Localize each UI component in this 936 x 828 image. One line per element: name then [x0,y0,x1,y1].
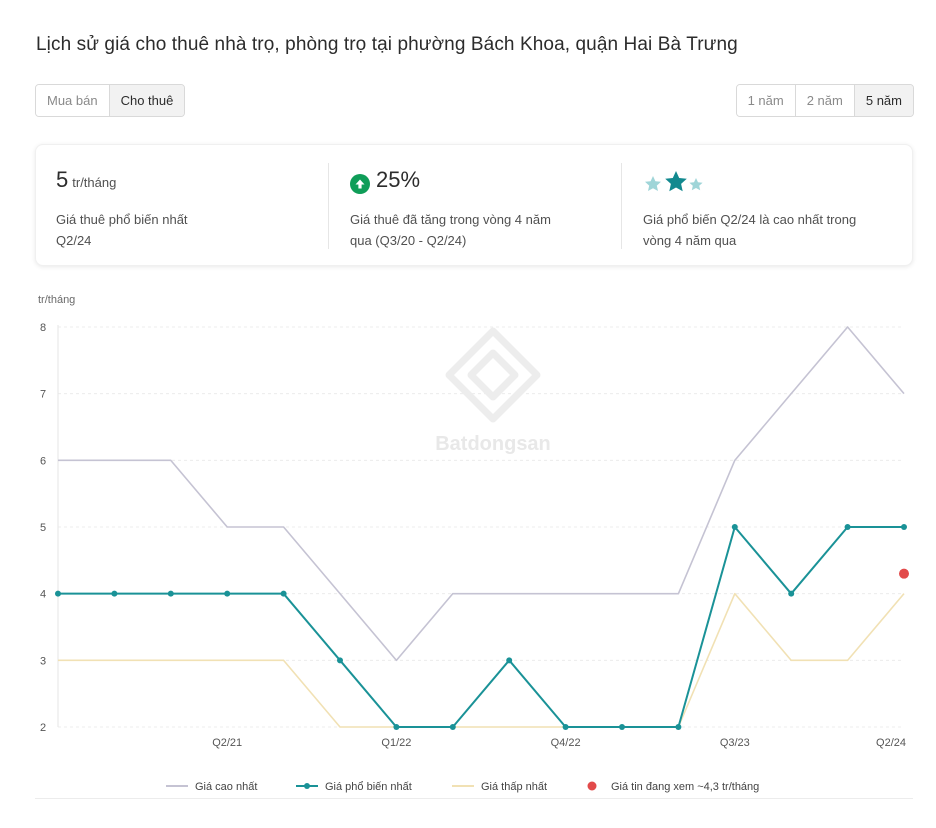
series-line [58,526,904,728]
legend: Giá cao nhất Giá phổ biến nhất Giá thấp nh… [166,781,759,793]
price-history-chart: tr/tháng 2 3 4 5 6 7 8 Batdongsan Q2/21 Q1/22 Q4… [38,294,909,793]
data-point [562,724,569,730]
y-axis-unit: tr/tháng [38,294,75,306]
star-small-right-icon [689,178,703,191]
current-listing-point [899,568,909,579]
tab-rent[interactable]: Cho thuê [109,85,185,116]
watermark: Batdongsan [435,327,551,455]
x-tick-label: Q2/21 [212,737,242,749]
data-point [731,524,738,530]
x-tick-label: Q4/22 [551,737,581,749]
arrow-up-circle-icon [350,174,370,194]
stat-price-rank: Giá phổ biến Q2/24 là cao nhất trong vòn… [643,145,903,265]
stat-price-change: 25% Giá thuê đã tăng trong vòng 4 năm qu… [350,145,620,265]
x-axis: Q2/21 Q1/22 Q4/22 Q3/23 Q2/24 [212,737,906,749]
y-tick-label: 5 [40,522,46,534]
y-axis: 2 3 4 5 6 7 8 [40,322,46,734]
star-small-left-icon [645,176,661,191]
y-tick-label: 4 [40,589,46,601]
legend-swatch-dot [304,783,310,789]
price-change-period: qua (Q3/20 - Q2/24) [350,233,467,248]
legend-label: Giá thấp nhất [481,781,547,793]
data-point [449,724,456,730]
series-line [58,592,905,728]
data-point [506,657,513,664]
y-tick-label: 2 [40,722,46,734]
stats-card: 5 tr/tháng Giá thuê phổ biến nhất Q2/24 … [35,144,913,266]
x-tick-label: Q1/22 [381,737,411,749]
data-point [111,590,118,597]
popular-price-label: Giá thuê phổ biến nhất [56,212,188,227]
transaction-type-tabs: Mua bán Cho thuê [35,84,186,117]
data-point [280,590,287,597]
x-tick-label: Q3/23 [720,737,750,749]
data-point [167,590,174,597]
tab-1-year[interactable]: 1 năm [736,85,796,116]
time-range-tabs: 1 năm 2 năm 5 năm [735,84,914,117]
price-change-label: Giá thuê đã tăng trong vòng 4 năm [350,212,551,227]
watermark-text: Batdongsan [435,433,551,455]
legend-item: Giá thấp nhất [452,781,547,793]
watermark-logo-icon [445,327,541,423]
legend-item: Giá phổ biến nhất [296,781,412,793]
data-point [788,590,795,597]
stat-popular-price: 5 tr/tháng Giá thuê phổ biến nhất Q2/24 [56,145,326,265]
data-point [337,657,343,664]
tab-buy-sell[interactable]: Mua bán [36,85,110,116]
tab-2-years[interactable]: 2 năm [795,85,855,116]
data-point [224,590,231,597]
price-rank-period: vòng 4 năm qua [643,233,737,248]
data-point [844,524,851,530]
y-tick-label: 6 [40,455,46,467]
y-tick-label: 7 [40,389,46,401]
y-tick-label: 3 [40,655,46,667]
series [55,326,909,730]
price-rank-label: Giá phổ biến Q2/24 là cao nhất trong [643,212,857,227]
legend-swatch-dot [587,781,597,791]
star-large-icon [665,171,687,192]
x-tick-label: Q2/24 [876,737,906,749]
tab-5-years[interactable]: 5 năm [854,85,913,116]
data-point [901,524,907,530]
stars-icon [643,169,705,195]
y-tick-label: 8 [40,322,46,334]
popular-price-period: Q2/24 [56,233,92,248]
page-title: Lịch sử giá cho thuê nhà trọ, phòng trọ … [36,34,738,55]
data-point [393,724,400,730]
popular-price-unit: tr/tháng [72,175,117,190]
section-divider [35,798,913,799]
data-point [675,724,682,730]
legend-item: Giá cao nhất [166,781,257,793]
series-line [58,326,905,662]
legend-label: Giá phổ biến nhất [325,781,412,793]
stats-divider [621,163,622,249]
stats-divider [328,163,329,249]
price-change-value: 25% [376,167,421,192]
legend-label: Giá cao nhất [195,781,257,793]
data-point [55,590,61,597]
legend-label: Giá tin đang xem ~4,3 tr/tháng [611,781,759,793]
legend-item: Giá tin đang xem ~4,3 tr/tháng [587,781,759,793]
data-point [619,724,625,730]
popular-price-value: 5 [56,167,69,192]
